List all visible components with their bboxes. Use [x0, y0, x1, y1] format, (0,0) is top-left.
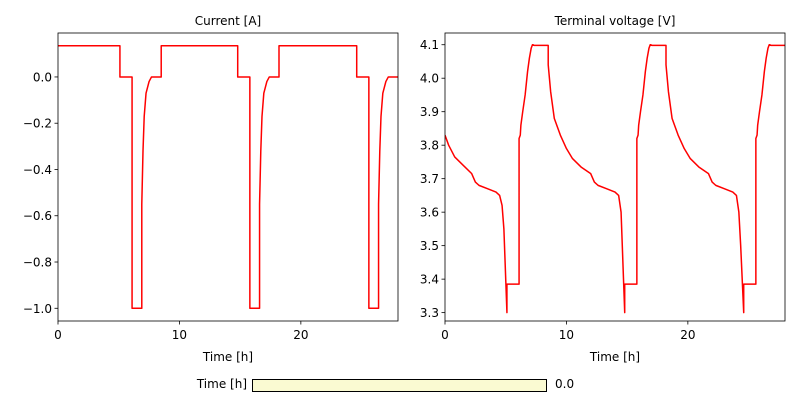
plot-frame: [444, 32, 786, 322]
slider-track[interactable]: [252, 379, 547, 392]
slider-label: Time [h]: [196, 377, 247, 391]
y-tick-label: 3.4: [420, 273, 439, 287]
x-tick-label: 20: [680, 328, 695, 342]
y-tick-label: −0.8: [23, 256, 52, 270]
y-tick-label: −0.4: [23, 163, 52, 177]
x-axis-label: Time [h]: [589, 350, 640, 364]
y-tick-label: −0.6: [23, 209, 52, 223]
series-line-1-0: [445, 43, 785, 314]
y-tick-label: −1.0: [23, 302, 52, 316]
chart-title: Terminal voltage [V]: [554, 14, 676, 28]
y-tick-label: 3.9: [420, 105, 439, 119]
x-axis-label: Time [h]: [202, 350, 253, 364]
x-tick-label: 0: [54, 328, 62, 342]
x-tick-label: 0: [441, 328, 449, 342]
time-slider[interactable]: Time [h] 0.0: [0, 374, 800, 398]
y-tick-label: −0.2: [23, 117, 52, 131]
y-tick-label: 3.5: [420, 239, 439, 253]
chart-panel-0: 0 10 20 0.0 −0.2 −0.4 −0.6 −0.8 −1.0 Current [A] T…: [23, 14, 399, 364]
y-tick-label: 3.6: [420, 206, 439, 220]
y-tick-label: 3.3: [420, 306, 439, 320]
figure: 0 10 20 0.0 −0.2 −0.4 −0.6 −0.8 −1.0 Current [A] T…: [23, 14, 786, 364]
y-tick-label: 4.0: [420, 72, 439, 86]
y-tick-label: 0.0: [33, 70, 52, 84]
slider-value: 0.0: [555, 377, 575, 391]
x-tick-label: 20: [293, 328, 308, 342]
plot-frame: [57, 32, 399, 322]
y-tick-label: 4.1: [420, 38, 439, 52]
x-tick-label: 10: [172, 328, 187, 342]
y-tick-label: 3.8: [420, 139, 439, 153]
x-tick-label: 10: [559, 328, 574, 342]
chart-panel-1: 0 10 20 3.3 3.4 3.5 3.6 3.7 3.8 3.9 4.0 4.1 Terminal…: [420, 14, 786, 364]
chart-title: Current [A]: [195, 14, 261, 28]
series-line-0-0: [58, 44, 398, 310]
y-tick-label: 3.7: [420, 172, 439, 186]
